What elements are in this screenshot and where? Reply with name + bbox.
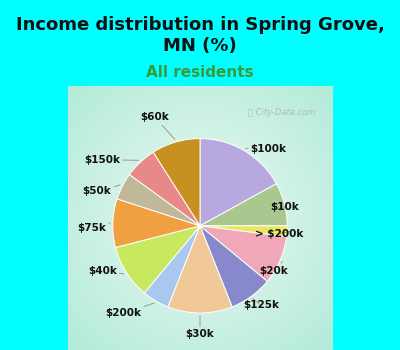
Text: $75k: $75k bbox=[77, 223, 110, 233]
Text: $200k: $200k bbox=[105, 303, 154, 318]
Wedge shape bbox=[116, 226, 200, 293]
Wedge shape bbox=[144, 226, 200, 307]
Text: > $200k: > $200k bbox=[255, 229, 304, 239]
Wedge shape bbox=[117, 175, 200, 226]
Wedge shape bbox=[200, 226, 287, 237]
Text: $50k: $50k bbox=[82, 185, 120, 196]
Text: Income distribution in Spring Grove,
MN (%): Income distribution in Spring Grove, MN … bbox=[16, 16, 384, 55]
Wedge shape bbox=[200, 226, 267, 307]
Wedge shape bbox=[200, 184, 287, 226]
Text: $30k: $30k bbox=[186, 316, 214, 339]
Wedge shape bbox=[200, 226, 286, 281]
Text: All residents: All residents bbox=[146, 65, 254, 80]
Text: $10k: $10k bbox=[270, 202, 299, 212]
Text: ⓘ City-Data.com: ⓘ City-Data.com bbox=[248, 108, 315, 117]
Wedge shape bbox=[113, 199, 200, 247]
Text: $60k: $60k bbox=[141, 112, 175, 140]
Wedge shape bbox=[153, 139, 200, 226]
Text: $150k: $150k bbox=[84, 155, 138, 165]
Text: $125k: $125k bbox=[243, 299, 279, 310]
Wedge shape bbox=[200, 139, 276, 226]
Wedge shape bbox=[168, 226, 232, 313]
Text: $100k: $100k bbox=[246, 144, 287, 154]
Text: $20k: $20k bbox=[260, 261, 288, 276]
Text: $40k: $40k bbox=[88, 266, 124, 276]
Wedge shape bbox=[130, 152, 200, 226]
